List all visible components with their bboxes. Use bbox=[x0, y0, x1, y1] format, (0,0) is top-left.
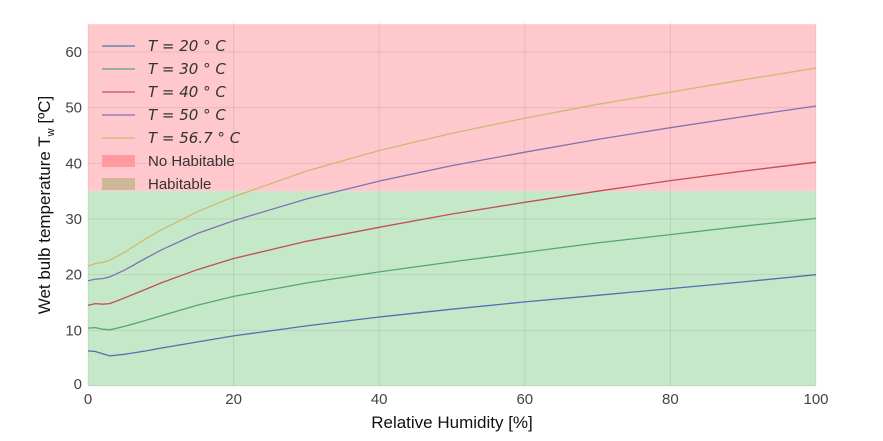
series-line bbox=[87, 105, 817, 282]
y-axis-label-unit: [ºC] bbox=[35, 96, 54, 129]
y-tick-label: 0 bbox=[74, 376, 82, 393]
grid-lines bbox=[87, 22, 817, 387]
legend-label: T = 56.7 ° C bbox=[148, 129, 241, 147]
series-line bbox=[87, 217, 817, 331]
x-axis-ticks: 0 20 40 60 80 100 bbox=[84, 391, 829, 408]
y-tick-label: 10 bbox=[65, 322, 82, 339]
legend: T = 20 ° C T = 30 ° C T = 40 ° C T = 50 ° C… bbox=[102, 37, 241, 193]
legend-label: T = 40 ° C bbox=[148, 83, 226, 101]
series-line bbox=[87, 161, 817, 306]
x-tick-label: 20 bbox=[225, 391, 242, 408]
y-axis-label-main: Wet bulb temperature T bbox=[35, 136, 54, 314]
legend-label: T = 50 ° C bbox=[148, 106, 226, 124]
data-curves bbox=[87, 67, 817, 357]
legend-patch-swatch bbox=[102, 155, 135, 167]
legend-patch-swatch bbox=[102, 178, 135, 190]
legend-label: Habitable bbox=[148, 176, 211, 193]
series-line bbox=[87, 67, 817, 267]
series-line bbox=[87, 274, 817, 357]
y-tick-label: 50 bbox=[65, 100, 82, 117]
y-tick-label: 40 bbox=[65, 155, 82, 172]
x-tick-label: 0 bbox=[84, 391, 92, 408]
y-axis-label-subscript: w bbox=[45, 128, 57, 137]
x-tick-label: 60 bbox=[516, 391, 533, 408]
y-tick-label: 30 bbox=[65, 211, 82, 228]
habitability-regions bbox=[88, 24, 816, 386]
y-axis-ticks: 0 10 20 30 40 50 60 bbox=[65, 44, 82, 393]
legend-label: T = 30 ° C bbox=[148, 60, 226, 78]
legend-label: T = 20 ° C bbox=[148, 37, 226, 55]
legend-label: No Habitable bbox=[148, 153, 235, 170]
y-tick-label: 60 bbox=[65, 44, 82, 61]
x-tick-label: 100 bbox=[803, 391, 828, 408]
region-habitable bbox=[88, 191, 816, 386]
x-axis-label: Relative Humidity [%] bbox=[371, 413, 533, 432]
x-tick-label: 40 bbox=[371, 391, 388, 408]
region-no-habitable bbox=[88, 24, 816, 192]
y-tick-label: 20 bbox=[65, 267, 82, 284]
y-axis-label: Wet bulb temperature Tw [ºC] bbox=[35, 96, 57, 315]
x-tick-label: 80 bbox=[662, 391, 679, 408]
